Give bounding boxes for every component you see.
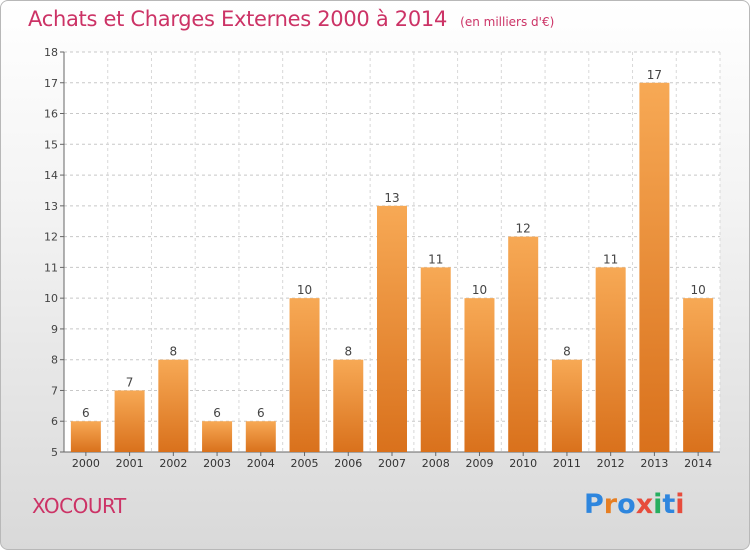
logo-letter: t: [662, 489, 676, 520]
logo-letter: x: [635, 489, 654, 520]
logo-letter: r: [603, 489, 618, 520]
x-tick-label: 2014: [684, 457, 712, 470]
logo-letter: P: [584, 489, 604, 520]
bar: [639, 82, 670, 453]
proxiti-logo[interactable]: Proxiti: [584, 489, 685, 520]
y-tick-label: 10: [44, 292, 58, 305]
chart-subtitle: (en milliers d'€): [460, 15, 555, 29]
data-label: 8: [344, 345, 352, 359]
x-tick-label: 2007: [378, 457, 406, 470]
data-label: 8: [170, 345, 178, 359]
x-tick-label: 2011: [553, 457, 581, 470]
y-tick-label: 6: [51, 415, 58, 428]
y-tick-label: 11: [44, 261, 58, 274]
y-tick-label: 12: [44, 231, 58, 244]
bar: [420, 267, 451, 452]
x-tick-label: 2006: [334, 457, 362, 470]
bar: [289, 298, 320, 452]
commune-name: XOCOURT: [32, 494, 126, 518]
bar: [464, 298, 495, 452]
title-row: Achats et Charges Externes 2000 à 2014 (…: [28, 7, 554, 31]
bar: [202, 421, 233, 452]
bar: [508, 236, 539, 452]
y-tick-label: 8: [51, 354, 58, 367]
logo-letter: i: [653, 489, 663, 520]
x-tick-label: 2012: [597, 457, 625, 470]
bar: [158, 359, 189, 452]
data-label: 10: [472, 283, 487, 297]
x-tick-label: 2013: [640, 457, 668, 470]
bar: [377, 205, 407, 452]
logo-letter: o: [617, 489, 636, 520]
y-tick-label: 16: [44, 108, 58, 121]
data-label: 8: [563, 345, 571, 359]
x-tick-label: 2010: [509, 457, 537, 470]
data-label: 12: [516, 222, 531, 236]
y-tick-label: 17: [44, 77, 58, 90]
x-tick-label: 2002: [159, 457, 187, 470]
x-tick-label: 2003: [203, 457, 231, 470]
y-tick-label: 15: [44, 138, 58, 151]
data-label: 10: [297, 283, 312, 297]
bar: [114, 390, 145, 452]
bar: [683, 298, 714, 452]
data-label: 6: [257, 406, 265, 420]
x-tick-label: 2008: [422, 457, 450, 470]
data-label: 11: [603, 252, 618, 266]
data-label: 6: [82, 406, 90, 420]
data-label: 7: [126, 375, 134, 389]
data-label: 6: [213, 406, 221, 420]
bar: [595, 267, 626, 452]
x-tick-label: 2000: [72, 457, 100, 470]
y-tick-label: 5: [51, 446, 58, 459]
y-tick-label: 13: [44, 200, 58, 213]
y-tick-label: 7: [51, 384, 58, 397]
y-tick-label: 14: [44, 169, 58, 182]
data-label: 17: [647, 68, 662, 82]
bar: [245, 421, 276, 452]
logo-letter: i: [675, 489, 685, 520]
x-tick-label: 2005: [291, 457, 319, 470]
x-tick-label: 2004: [247, 457, 275, 470]
chart-title: Achats et Charges Externes 2000 à 2014: [28, 7, 448, 31]
data-label: 13: [384, 191, 399, 205]
x-tick-label: 2001: [116, 457, 144, 470]
y-tick-label: 9: [51, 323, 58, 336]
y-tick-label: 18: [44, 46, 58, 59]
data-label: 10: [690, 283, 705, 297]
bar: [551, 359, 582, 452]
x-tick-label: 2009: [465, 457, 493, 470]
bar: [70, 421, 101, 452]
bar: [333, 359, 364, 452]
data-label: 11: [428, 252, 443, 266]
